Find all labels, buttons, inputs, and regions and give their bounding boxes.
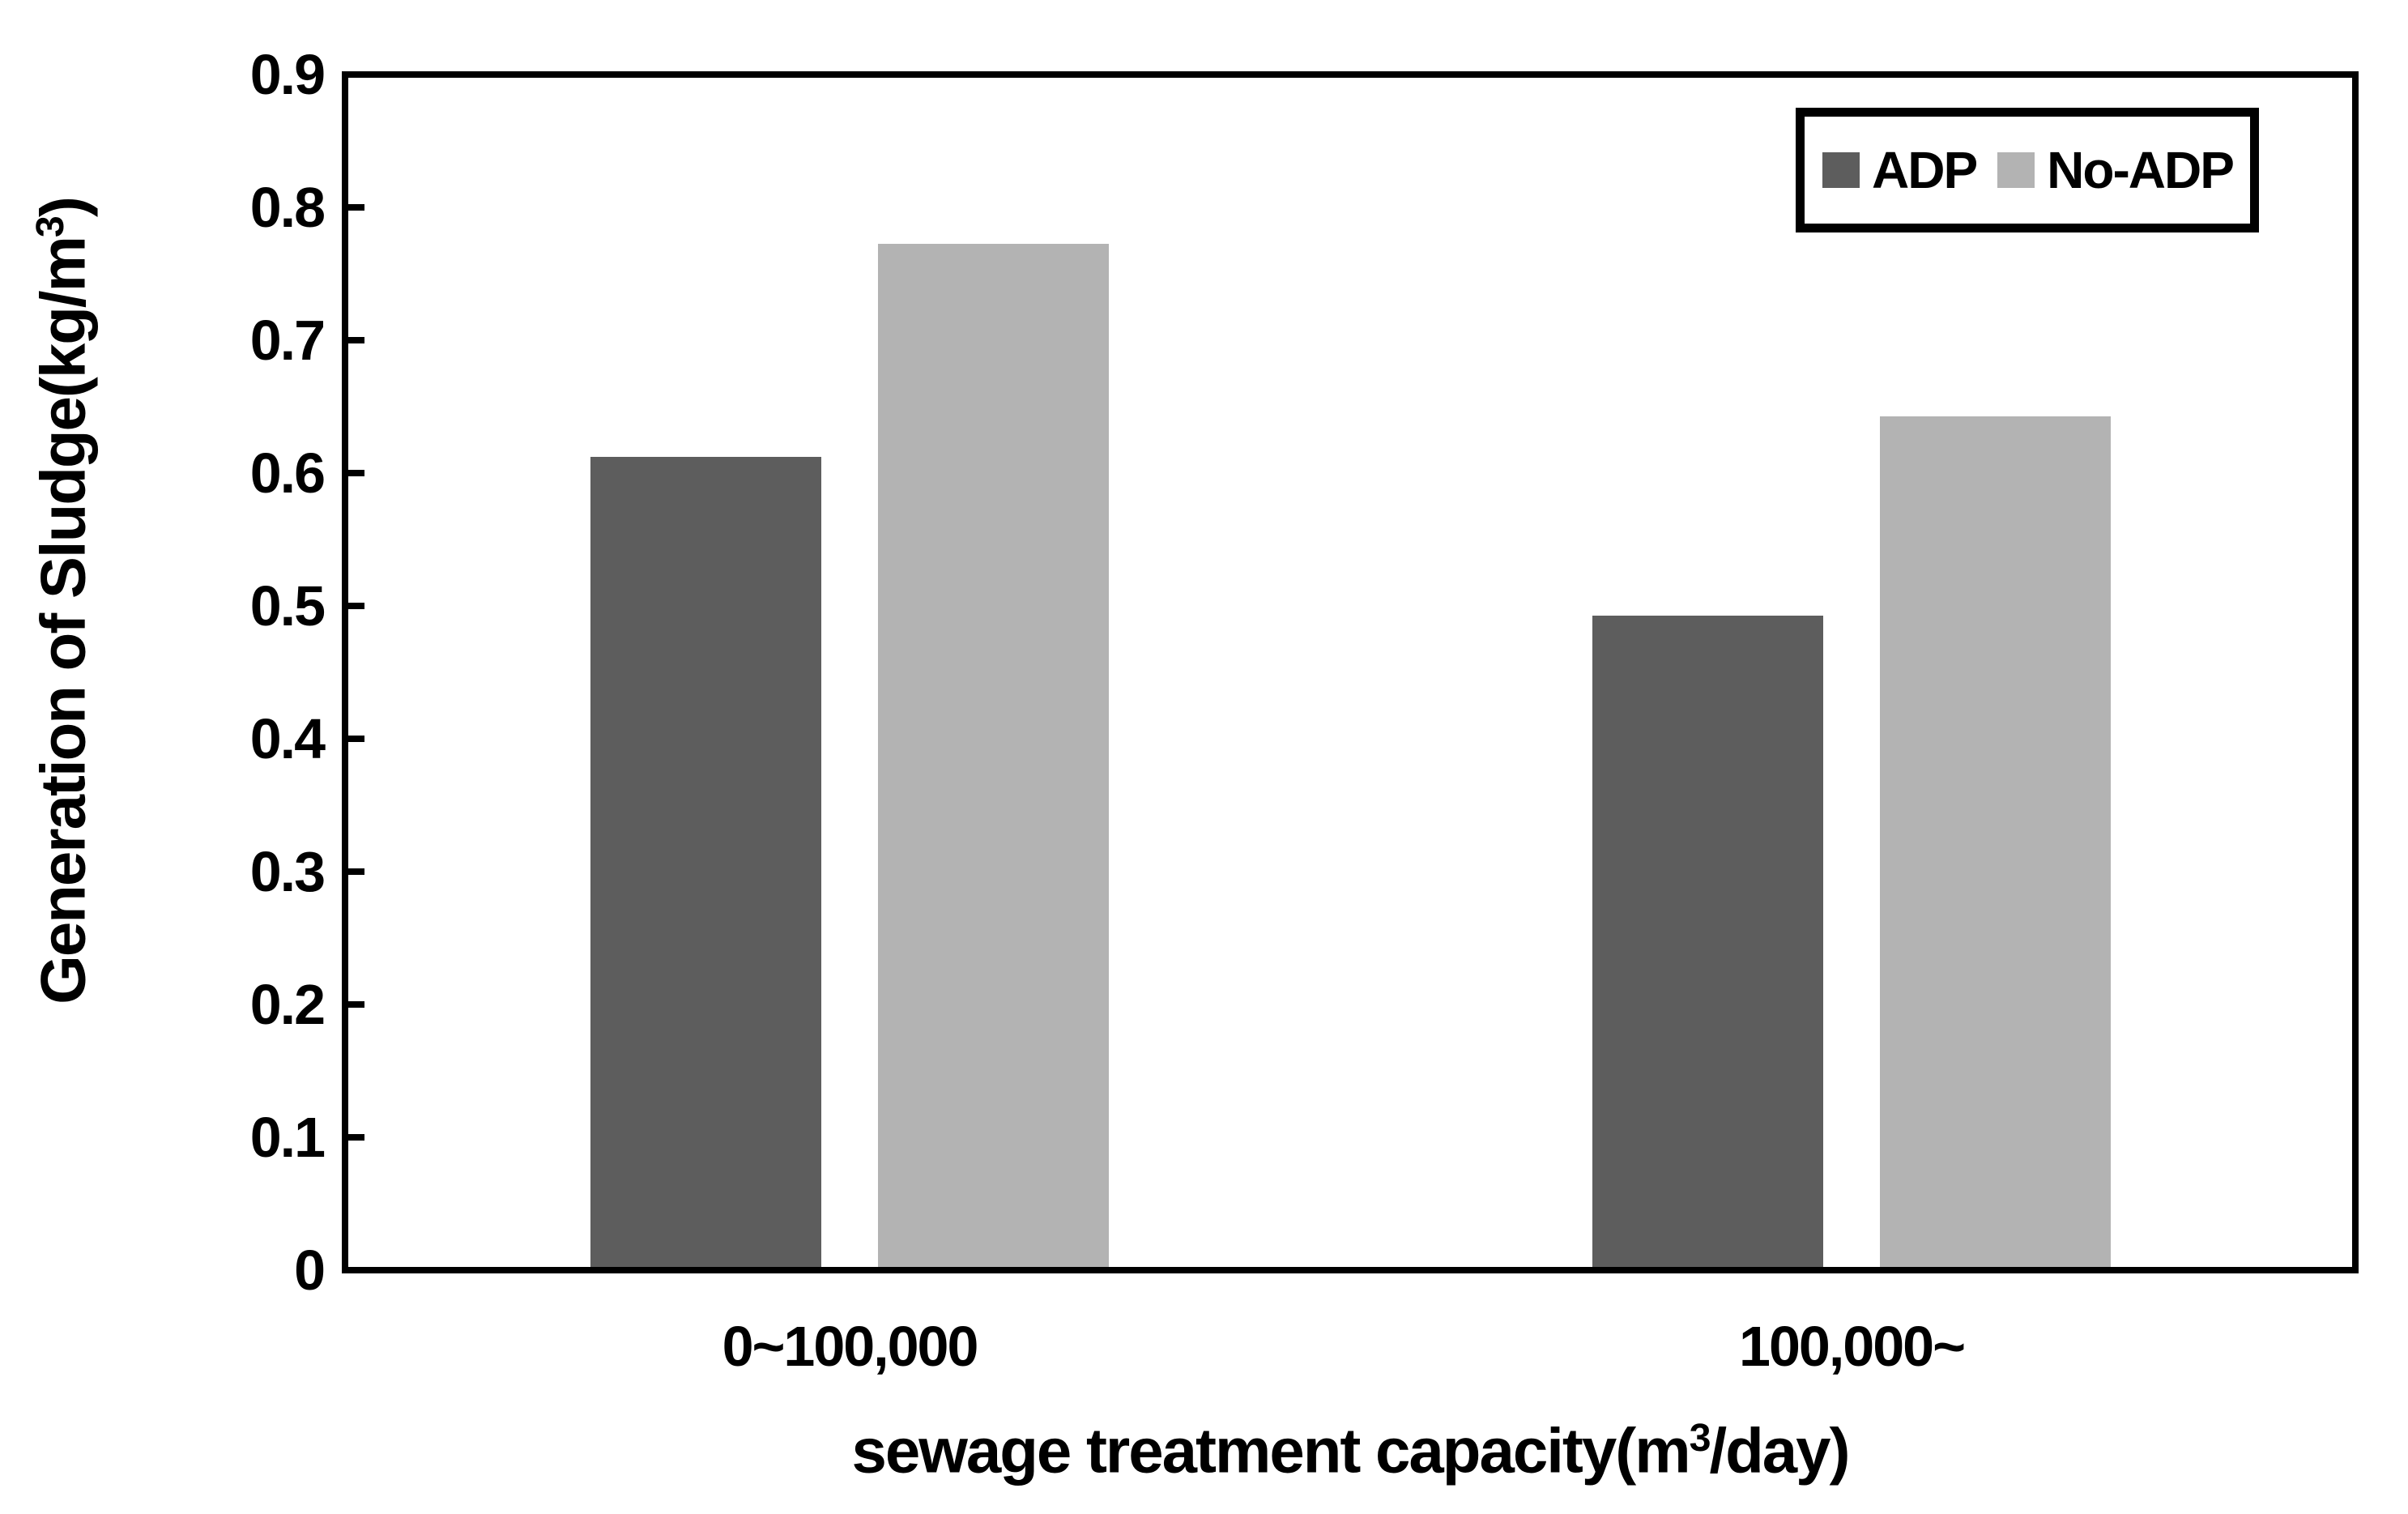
plot-area xyxy=(342,71,2359,1273)
x-tick-label-group1: 100,000~ xyxy=(1739,1315,1966,1378)
y-tick-label-0.9: 0.9 xyxy=(249,43,326,106)
y-axis-title-superscript: 3 xyxy=(28,217,72,238)
y-tick-mark-0.6 xyxy=(348,470,364,476)
y-tick-mark-0.1 xyxy=(348,1134,364,1141)
bar-no-adp-group1 xyxy=(1880,416,2111,1267)
plot-inner xyxy=(348,78,2352,1267)
y-tick-mark-0.2 xyxy=(348,1001,364,1008)
legend: ADP No-ADP xyxy=(1796,108,2259,232)
x-axis-title-suffix: /day) xyxy=(1709,1414,1850,1486)
y-tick-mark-0.5 xyxy=(348,603,364,609)
legend-swatch-adp xyxy=(1822,152,1860,188)
bar-no-adp-group0 xyxy=(878,244,1109,1267)
y-tick-label-0: 0 xyxy=(294,1239,326,1302)
legend-item-adp: ADP xyxy=(1822,140,1978,200)
x-axis-title-superscript: 3 xyxy=(1689,1416,1711,1460)
y-tick-mark-0.8 xyxy=(348,204,364,211)
y-tick-mark-0.4 xyxy=(348,736,364,742)
y-axis-title-text: Generation of Sludge(kg/m xyxy=(27,237,99,1004)
legend-label-adp: ADP xyxy=(1872,141,1978,199)
legend-item-no-adp: No-ADP xyxy=(1997,140,2235,200)
y-axis-title: Generation of Sludge(kg/m3) xyxy=(27,198,100,1004)
y-tick-label-0.1: 0.1 xyxy=(249,1106,326,1169)
x-tick-label-group0: 0~100,000 xyxy=(722,1315,979,1378)
legend-label-no-adp: No-ADP xyxy=(2047,141,2235,199)
legend-swatch-no-adp xyxy=(1997,152,2035,188)
y-axis-title-suffix: ) xyxy=(27,198,99,218)
bar-adp-group1 xyxy=(1592,616,1823,1267)
x-axis-title-text: sewage treatment capacity(m xyxy=(851,1414,1690,1486)
y-tick-mark-0.7 xyxy=(348,337,364,343)
bar-adp-group0 xyxy=(590,457,821,1267)
y-tick-mark-0.3 xyxy=(348,868,364,875)
x-axis-title: sewage treatment capacity(m3/day) xyxy=(662,1389,2039,1486)
